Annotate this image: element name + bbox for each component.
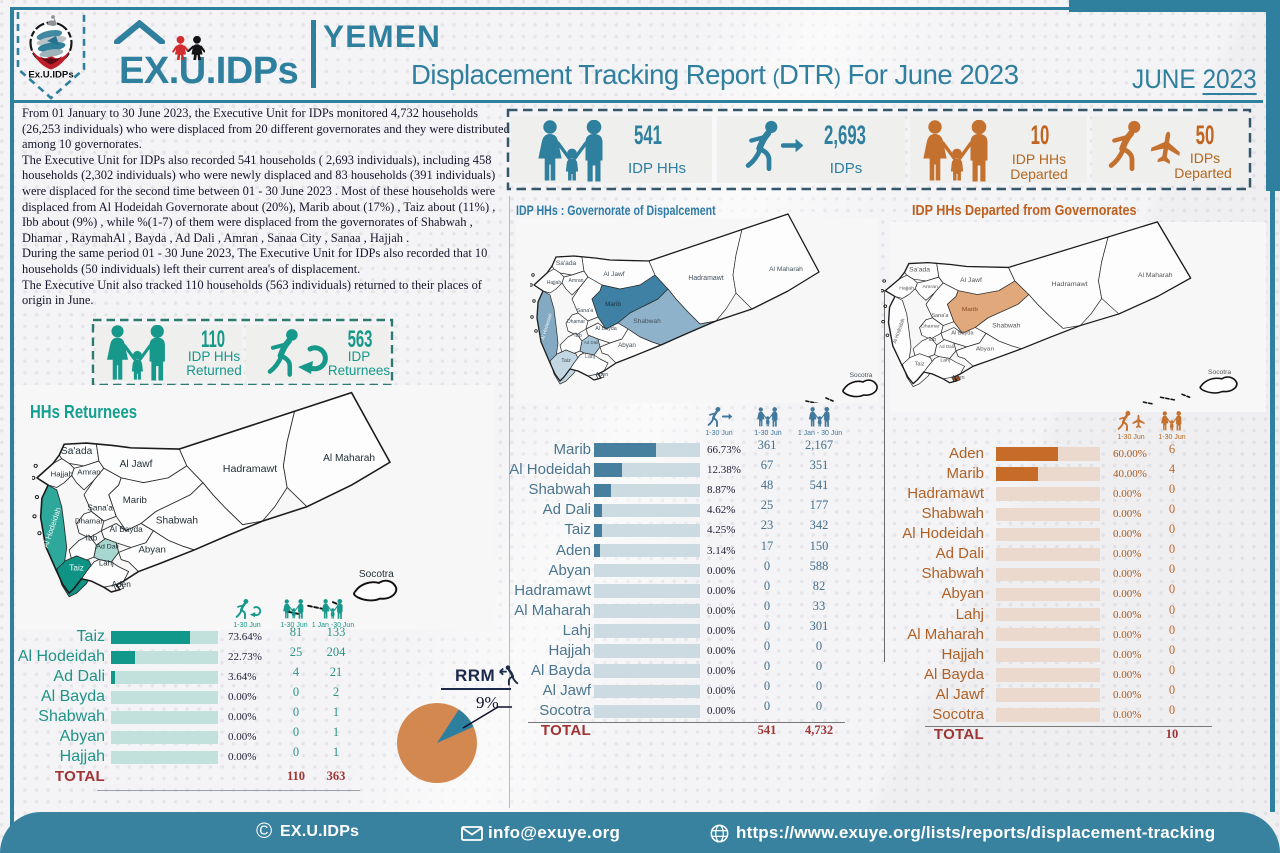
svg-text:Marib: Marib <box>962 306 979 313</box>
svg-text:Hajjah: Hajjah <box>51 470 73 479</box>
svg-text:Ibb: Ibb <box>574 333 582 339</box>
svg-text:Ad Dali: Ad Dali <box>96 544 119 551</box>
svg-text:Sa'ada: Sa'ada <box>556 260 577 267</box>
svg-text:Amran: Amran <box>922 284 938 290</box>
svg-text:Taiz: Taiz <box>561 358 571 364</box>
svg-text:Sana'a: Sana'a <box>931 313 948 319</box>
svg-text:Taiz: Taiz <box>914 361 924 367</box>
svg-text:Lahj: Lahj <box>940 357 950 363</box>
svg-text:Shabwah: Shabwah <box>633 318 661 325</box>
svg-text:Ad Dali: Ad Dali <box>584 340 599 345</box>
svg-text:Ibb: Ibb <box>86 534 98 543</box>
svg-text:Al Maharah: Al Maharah <box>1138 272 1173 279</box>
svg-text:Amran: Amran <box>77 468 100 477</box>
svg-text:Al Bayda: Al Bayda <box>110 525 144 534</box>
svg-text:Abyan: Abyan <box>138 545 165 556</box>
svg-text:Abyan: Abyan <box>618 342 636 349</box>
svg-text:Sa'ada: Sa'ada <box>61 446 93 457</box>
svg-text:Dhamar: Dhamar <box>567 319 585 325</box>
svg-text:Al Bayda: Al Bayda <box>951 330 973 336</box>
svg-text:Shabwah: Shabwah <box>992 323 1021 330</box>
svg-text:Dhamar: Dhamar <box>75 517 104 526</box>
svg-text:Socotra: Socotra <box>359 569 394 580</box>
svg-text:Marib: Marib <box>605 301 621 308</box>
svg-text:Ad Dali: Ad Dali <box>939 344 954 349</box>
svg-text:Lahj: Lahj <box>99 559 114 568</box>
svg-text:Marib: Marib <box>123 496 147 507</box>
svg-text:Socotra: Socotra <box>850 372 873 379</box>
svg-text:Ex.U.IDPs: Ex.U.IDPs <box>28 70 73 81</box>
svg-text:Socotra: Socotra <box>1208 369 1232 376</box>
svg-text:Al Jawf: Al Jawf <box>603 271 624 278</box>
svg-text:Dhamar: Dhamar <box>921 324 940 330</box>
svg-text:Hadramawt: Hadramawt <box>688 275 723 282</box>
svg-text:Hajjah: Hajjah <box>899 286 914 292</box>
svg-text:Taiz: Taiz <box>69 564 84 573</box>
svg-text:Hajjah: Hajjah <box>547 280 562 286</box>
svg-text:Aden: Aden <box>112 581 131 590</box>
svg-text:Al Bayda: Al Bayda <box>595 326 617 332</box>
svg-text:Sana'a: Sana'a <box>87 504 113 513</box>
svg-text:Aden: Aden <box>951 375 964 381</box>
svg-text:Aden: Aden <box>596 372 609 378</box>
svg-text:Abyan: Abyan <box>976 346 994 353</box>
svg-text:Al Maharah: Al Maharah <box>769 266 803 273</box>
svg-text:Hadramawt: Hadramawt <box>223 464 278 475</box>
svg-text:Sana'a: Sana'a <box>577 308 594 314</box>
svg-text:Sa'ada: Sa'ada <box>909 266 930 273</box>
svg-text:Ibb: Ibb <box>928 337 936 343</box>
svg-text:Al Jawf: Al Jawf <box>120 460 153 471</box>
svg-text:Amran: Amran <box>568 278 583 284</box>
svg-text:Lahj: Lahj <box>585 354 595 360</box>
svg-text:Al Jawf: Al Jawf <box>960 277 982 284</box>
svg-text:Shabwah: Shabwah <box>156 516 198 527</box>
svg-text:Hadramawt: Hadramawt <box>1051 281 1087 288</box>
svg-text:Al Maharah: Al Maharah <box>323 454 375 465</box>
